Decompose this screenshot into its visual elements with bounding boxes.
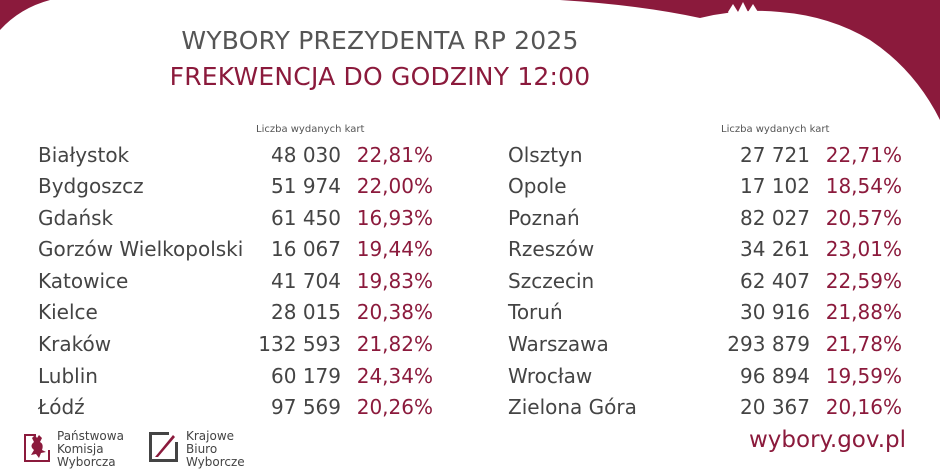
- turnout-percent: 22,00%: [356, 174, 433, 198]
- turnout-percent: 20,26%: [356, 395, 433, 419]
- ballots-count: 16 067: [271, 237, 341, 261]
- ballots-count: 27 721: [740, 143, 810, 167]
- pkw-line-2: Komisja: [57, 442, 104, 456]
- city-name: Łódź: [38, 395, 85, 419]
- turnout-percent: 22,81%: [356, 143, 433, 167]
- table-row: Szczecin 62 407 22,59%: [508, 266, 902, 297]
- city-name: Lublin: [38, 364, 98, 388]
- city-name: Bydgoszcz: [38, 174, 144, 198]
- table-row: Warszawa 293 879 21,78%: [508, 329, 902, 360]
- website-link[interactable]: wybory.gov.pl: [749, 427, 906, 453]
- turnout-percent: 20,38%: [356, 300, 433, 324]
- table-row: Olsztyn 27 721 22,71%: [508, 140, 902, 171]
- turnout-percent: 20,16%: [825, 395, 902, 419]
- column-header-right: Liczba wydanych kart: [721, 124, 830, 135]
- kbw-line-3: Wyborcze: [186, 455, 245, 469]
- ballots-count: 60 179: [271, 364, 341, 388]
- kbw-line-2: Biuro: [186, 442, 218, 456]
- turnout-percent: 21,88%: [825, 300, 902, 324]
- table-row: Gdańsk 61 450 16,93%: [38, 203, 433, 234]
- city-name: Zielona Góra: [508, 395, 637, 419]
- city-name: Wrocław: [508, 364, 593, 388]
- turnout-percent: 21,78%: [825, 332, 902, 356]
- table-row: Rzeszów 34 261 23,01%: [508, 234, 902, 265]
- ballots-count: 82 027: [740, 206, 810, 230]
- turnout-percent: 19,44%: [356, 237, 433, 261]
- ballots-count: 293 879: [727, 332, 810, 356]
- eagle-icon: [700, 2, 776, 92]
- city-name: Toruń: [508, 300, 563, 324]
- ballots-count: 132 593: [258, 332, 341, 356]
- header-banner: [0, 0, 940, 120]
- table-row: Toruń 30 916 21,88%: [508, 297, 902, 328]
- turnout-percent: 24,34%: [356, 364, 433, 388]
- ballots-count: 96 894: [740, 364, 810, 388]
- city-name: Białystok: [38, 143, 130, 167]
- city-name: Opole: [508, 174, 567, 198]
- table-row: Opole 17 102 18,54%: [508, 171, 902, 202]
- turnout-percent: 18,54%: [825, 174, 902, 198]
- pkw-line-1: Państwowa: [57, 429, 124, 443]
- table-row: Zielona Góra 20 367 20,16%: [508, 392, 902, 423]
- ballots-count: 61 450: [271, 206, 341, 230]
- city-name: Gorzów Wielkopolski: [38, 237, 244, 261]
- kbw-line-1: Krajowe: [186, 429, 235, 443]
- page-subtitle: FREKWENCJA DO GODZINY 12:00: [169, 62, 591, 91]
- table-row: Lublin 60 179 24,34%: [38, 361, 433, 392]
- ballots-count: 17 102: [740, 174, 810, 198]
- city-name: Szczecin: [508, 269, 595, 293]
- pkw-line-3: Wyborcza: [57, 455, 116, 469]
- turnout-percent: 23,01%: [825, 237, 902, 261]
- ballots-count: 41 704: [271, 269, 341, 293]
- table-row: Gorzów Wielkopolski 16 067 19,44%: [38, 234, 433, 265]
- ballots-count: 97 569: [271, 395, 341, 419]
- ballots-count: 20 367: [740, 395, 810, 419]
- page-title: WYBORY PREZYDENTA RP 2025: [181, 26, 579, 55]
- city-name: Poznań: [508, 206, 580, 230]
- turnout-percent: 19,83%: [356, 269, 433, 293]
- city-name: Kraków: [38, 332, 112, 356]
- city-name: Kielce: [38, 300, 98, 324]
- city-name: Katowice: [38, 269, 129, 293]
- table-row: Kielce 28 015 20,38%: [38, 297, 433, 328]
- turnout-percent: 21,82%: [356, 332, 433, 356]
- top-banner-shape: [245, 0, 940, 120]
- table-row: Bydgoszcz 51 974 22,00%: [38, 171, 433, 202]
- turnout-percent: 19,59%: [825, 364, 902, 388]
- ballots-count: 28 015: [271, 300, 341, 324]
- turnout-percent: 22,59%: [825, 269, 902, 293]
- table-row: Wrocław 96 894 19,59%: [508, 361, 902, 392]
- kbw-mark-icon: [149, 432, 178, 462]
- city-name: Olsztyn: [508, 143, 583, 167]
- column-header-left: Liczba wydanych kart: [256, 124, 365, 135]
- turnout-percent: 16,93%: [356, 206, 433, 230]
- turnout-percent: 20,57%: [825, 206, 902, 230]
- ballots-count: 34 261: [740, 237, 810, 261]
- table-row: Łódź 97 569 20,26%: [38, 392, 433, 423]
- top-left-corner-shape: [0, 0, 50, 30]
- city-name: Rzeszów: [508, 237, 595, 261]
- ballots-count: 30 916: [740, 300, 810, 324]
- pkw-logo: Państwowa Komisja Wyborcza: [22, 430, 124, 469]
- table-row: Poznań 82 027 20,57%: [508, 203, 902, 234]
- table-row: Kraków 132 593 21,82%: [38, 329, 433, 360]
- city-name: Warszawa: [508, 332, 609, 356]
- table-row: Katowice 41 704 19,83%: [38, 266, 433, 297]
- turnout-percent: 22,71%: [825, 143, 902, 167]
- ballots-count: 62 407: [740, 269, 810, 293]
- ballots-count: 51 974: [271, 174, 341, 198]
- pkw-eagle-icon: [24, 434, 50, 462]
- kbw-logo: Krajowe Biuro Wyborcze: [147, 430, 245, 469]
- table-row: Białystok 48 030 22,81%: [38, 140, 433, 171]
- city-name: Gdańsk: [38, 206, 114, 230]
- ballots-count: 48 030: [271, 143, 341, 167]
